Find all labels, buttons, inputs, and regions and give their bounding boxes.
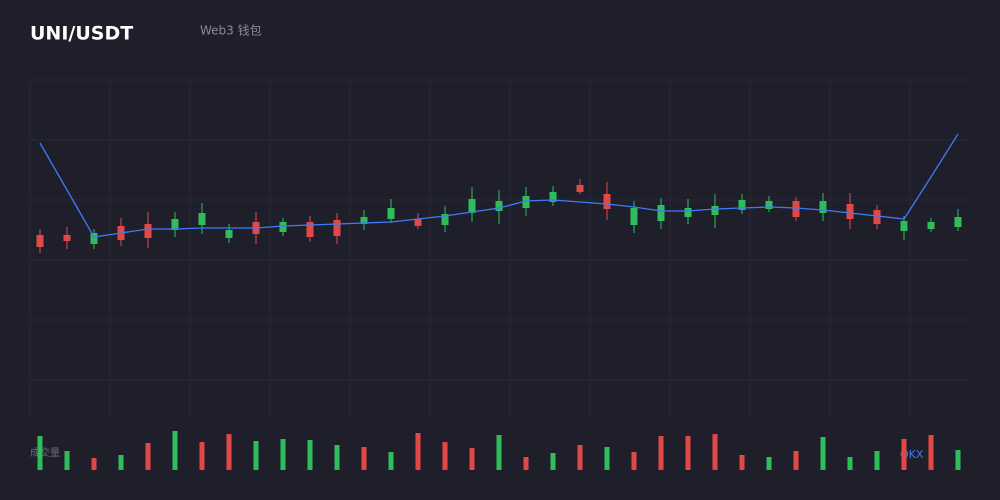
volume-bar — [874, 451, 880, 470]
candle-body — [576, 185, 584, 192]
candle-body — [387, 208, 395, 219]
volume-bar — [496, 435, 502, 470]
candle-body — [63, 235, 71, 241]
candle-body — [171, 219, 179, 230]
volume-bar — [793, 451, 799, 470]
volume-bar — [442, 442, 448, 470]
candle-body — [765, 201, 773, 209]
volume-bar — [577, 445, 583, 470]
volume-bar — [253, 441, 259, 470]
candle-body — [468, 199, 476, 213]
candle-body — [495, 201, 503, 211]
volume-bar — [199, 442, 205, 470]
candle-body — [279, 222, 287, 232]
candle-body — [927, 222, 935, 229]
candle-body — [522, 196, 530, 208]
candle-body — [549, 192, 557, 202]
candle-body — [36, 235, 44, 247]
candle-body — [954, 217, 962, 227]
candle-body — [414, 219, 422, 226]
volume-bar — [64, 451, 70, 470]
candle-body — [873, 210, 881, 224]
volume-bar — [685, 436, 691, 470]
candle-body — [306, 222, 314, 237]
candle-body — [792, 201, 800, 217]
chart-subtitle: Web3 钱包 — [200, 23, 262, 38]
candle-body — [603, 194, 611, 209]
candle-body — [90, 233, 98, 244]
candle-body — [657, 205, 665, 221]
volume-bar — [955, 450, 961, 470]
volume-bar — [334, 445, 340, 470]
volume-bar — [361, 447, 367, 470]
volume-bar — [145, 443, 151, 470]
candle-body — [630, 208, 638, 225]
volume-bar — [469, 448, 475, 470]
volume-bar — [901, 439, 907, 470]
volume-bar — [928, 435, 934, 470]
candle-body — [711, 206, 719, 215]
volume-bar — [766, 457, 772, 470]
volume-bar — [658, 436, 664, 470]
candle-body — [846, 204, 854, 219]
candle-body — [900, 221, 908, 231]
volume-bar — [37, 436, 43, 470]
volume-bar — [172, 431, 178, 470]
candle-body — [819, 201, 827, 213]
chart-title: UNI/USDT — [30, 23, 133, 45]
volume-label: 成交量 — [30, 446, 60, 459]
candle-body — [144, 224, 152, 238]
volume-bar — [307, 440, 313, 470]
price-line — [39, 133, 959, 238]
volume-bar — [604, 447, 610, 470]
candle-body — [333, 220, 341, 236]
candle-body — [738, 200, 746, 210]
volume-bar — [388, 452, 394, 470]
volume-bar — [280, 439, 286, 470]
volume-bar — [118, 455, 124, 470]
candle-body — [225, 230, 233, 238]
volume-bar — [847, 457, 853, 470]
candle-body — [198, 213, 206, 225]
grid — [29, 79, 970, 418]
candle-body — [441, 214, 449, 225]
volume-bar — [739, 455, 745, 470]
candle-body — [360, 217, 368, 224]
volume-bar — [91, 458, 97, 470]
volume-bar — [226, 434, 232, 470]
volume-bar — [712, 434, 718, 470]
volume-bar — [550, 453, 556, 470]
volume-bar — [820, 437, 826, 470]
volume-bar — [523, 457, 529, 470]
volume-bar — [415, 433, 421, 470]
volume-bar — [631, 452, 637, 470]
candle-body — [684, 208, 692, 217]
